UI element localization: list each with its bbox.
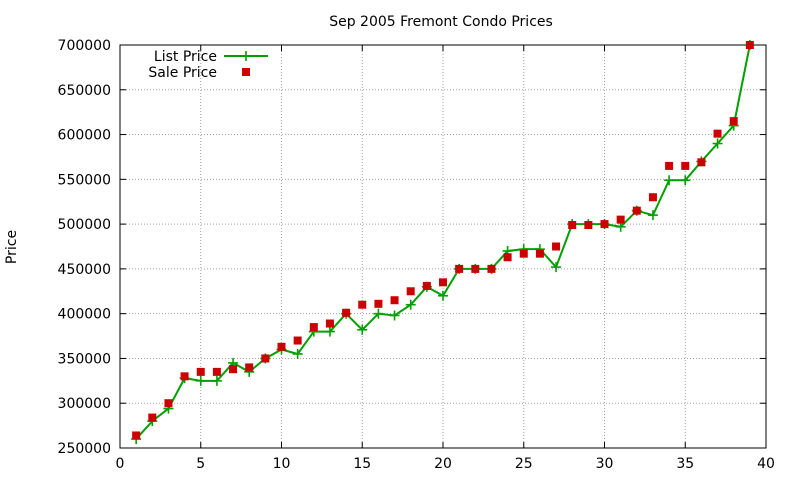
data-point-square bbox=[261, 354, 270, 363]
x-tick-label: 0 bbox=[116, 456, 125, 472]
x-tick-label: 25 bbox=[515, 456, 533, 472]
data-point-plus bbox=[438, 290, 448, 301]
data-point-square bbox=[503, 253, 512, 262]
data-point-square bbox=[212, 367, 221, 376]
data-point-square bbox=[648, 193, 657, 202]
series-1 bbox=[132, 41, 754, 440]
data-point-plus bbox=[680, 175, 691, 186]
data-point-square bbox=[471, 264, 480, 273]
data-point-plus bbox=[647, 210, 658, 221]
data-point-plus bbox=[389, 310, 400, 321]
data-point-square bbox=[745, 41, 754, 49]
legend-square-marker bbox=[242, 68, 250, 76]
data-point-square bbox=[422, 281, 431, 290]
data-point-square bbox=[390, 296, 399, 305]
data-point-square bbox=[600, 220, 609, 229]
series-layer bbox=[131, 40, 755, 445]
data-point-square bbox=[325, 319, 334, 328]
data-point-square bbox=[229, 365, 238, 374]
y-tick-label: 650000 bbox=[58, 83, 111, 99]
data-point-plus bbox=[195, 375, 206, 386]
data-point-square bbox=[632, 206, 641, 215]
y-axis-label: Price bbox=[4, 230, 20, 264]
data-point-plus bbox=[405, 299, 416, 310]
legend-label: List Price bbox=[154, 49, 217, 65]
x-tick-label: 30 bbox=[596, 456, 614, 472]
data-point-square bbox=[196, 367, 205, 376]
data-point-square bbox=[568, 221, 577, 230]
data-point-square bbox=[713, 129, 722, 138]
x-tick-label: 10 bbox=[273, 456, 291, 472]
data-point-square bbox=[342, 308, 351, 317]
data-point-plus bbox=[324, 326, 335, 337]
data-point-square bbox=[309, 323, 318, 332]
data-point-square bbox=[180, 372, 189, 381]
data-point-plus bbox=[211, 375, 222, 386]
data-point-square bbox=[729, 117, 738, 126]
data-point-plus bbox=[373, 308, 384, 319]
axis-ticks: 0 5 10 15 20 25 30 35 40 250000 300000 350000 400000… bbox=[58, 38, 775, 472]
data-point-square bbox=[552, 242, 561, 251]
legend-plus-marker bbox=[241, 51, 251, 61]
chart-title: Sep 2005 Fremont Condo Prices bbox=[329, 14, 553, 30]
x-tick-label: 35 bbox=[676, 456, 694, 472]
x-tick-label: 15 bbox=[353, 456, 371, 472]
y-tick-label: 450000 bbox=[58, 262, 111, 278]
series-0 bbox=[131, 40, 755, 445]
y-tick-label: 400000 bbox=[58, 307, 111, 323]
data-point-square bbox=[681, 161, 690, 170]
data-point-plus bbox=[712, 138, 723, 149]
data-point-plus bbox=[551, 262, 562, 273]
data-point-plus bbox=[292, 348, 303, 359]
x-tick-label: 20 bbox=[434, 456, 452, 472]
grid bbox=[120, 45, 766, 448]
data-point-square bbox=[439, 278, 447, 287]
data-point-square bbox=[132, 431, 141, 440]
data-point-square bbox=[697, 158, 706, 167]
x-tick-label: 5 bbox=[196, 456, 205, 472]
y-tick-label: 500000 bbox=[58, 217, 111, 233]
data-point-square bbox=[164, 399, 173, 408]
data-point-square bbox=[358, 300, 367, 309]
data-point-plus bbox=[357, 324, 368, 335]
data-point-plus bbox=[664, 175, 675, 186]
data-point-square bbox=[665, 161, 674, 170]
data-point-square bbox=[148, 413, 157, 422]
data-point-square bbox=[406, 287, 415, 296]
y-tick-label: 600000 bbox=[58, 128, 111, 144]
legend-label: Sale Price bbox=[148, 65, 217, 81]
data-point-square bbox=[584, 221, 593, 230]
series-line bbox=[135, 44, 751, 440]
data-point-square bbox=[487, 264, 496, 273]
data-point-square bbox=[519, 249, 528, 258]
data-point-square bbox=[535, 249, 544, 258]
x-tick-label: 40 bbox=[757, 456, 775, 472]
data-point-square bbox=[455, 264, 464, 273]
data-point-square bbox=[374, 299, 383, 308]
y-tick-label: 250000 bbox=[58, 441, 111, 457]
y-tick-label: 550000 bbox=[58, 172, 111, 188]
y-tick-label: 300000 bbox=[58, 396, 111, 412]
data-point-square bbox=[293, 336, 302, 345]
y-tick-label: 700000 bbox=[58, 38, 111, 54]
y-tick-label: 350000 bbox=[58, 351, 111, 367]
data-point-square bbox=[277, 342, 286, 351]
data-point-square bbox=[245, 363, 254, 372]
data-point-square bbox=[616, 215, 625, 224]
